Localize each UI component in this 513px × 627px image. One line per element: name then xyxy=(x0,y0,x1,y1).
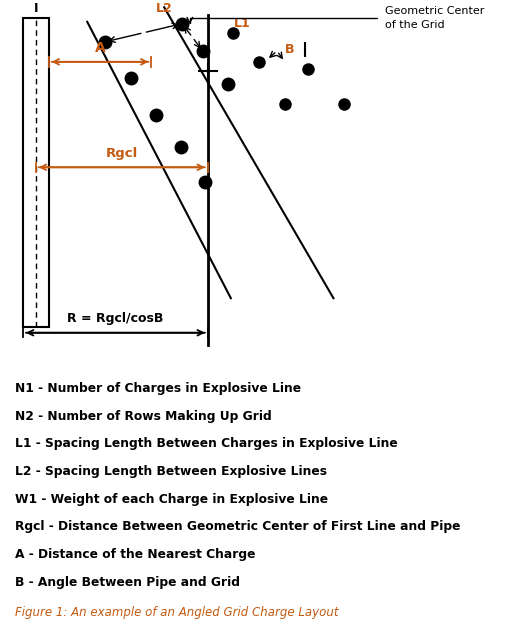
Text: Figure 1: An example of an Angled Grid Charge Layout: Figure 1: An example of an Angled Grid C… xyxy=(15,606,339,619)
Text: L2 - Spacing Length Between Explosive Lines: L2 - Spacing Length Between Explosive Li… xyxy=(15,465,327,478)
Text: B - Angle Between Pipe and Grid: B - Angle Between Pipe and Grid xyxy=(15,576,241,589)
Text: A: A xyxy=(95,41,105,55)
Text: of the Grid: of the Grid xyxy=(385,21,444,31)
Text: Rgcl: Rgcl xyxy=(106,147,138,160)
Text: N2 - Number of Rows Making Up Grid: N2 - Number of Rows Making Up Grid xyxy=(15,410,272,423)
Text: W1 - Weight of each Charge in Explosive Line: W1 - Weight of each Charge in Explosive … xyxy=(15,493,328,506)
Text: I: I xyxy=(34,1,38,14)
Text: Geometric Center: Geometric Center xyxy=(385,6,484,16)
Text: R = Rgcl/cosB: R = Rgcl/cosB xyxy=(67,312,164,325)
Text: N1 - Number of Charges in Explosive Line: N1 - Number of Charges in Explosive Line xyxy=(15,382,302,395)
Text: L2: L2 xyxy=(156,1,172,14)
Bar xyxy=(23,18,49,327)
Text: B: B xyxy=(285,43,294,56)
Text: L1: L1 xyxy=(233,17,250,30)
Text: L1 - Spacing Length Between Charges in Explosive Line: L1 - Spacing Length Between Charges in E… xyxy=(15,438,398,450)
Text: Rgcl - Distance Between Geometric Center of First Line and Pipe: Rgcl - Distance Between Geometric Center… xyxy=(15,520,461,534)
Text: A - Distance of the Nearest Charge: A - Distance of the Nearest Charge xyxy=(15,548,256,561)
